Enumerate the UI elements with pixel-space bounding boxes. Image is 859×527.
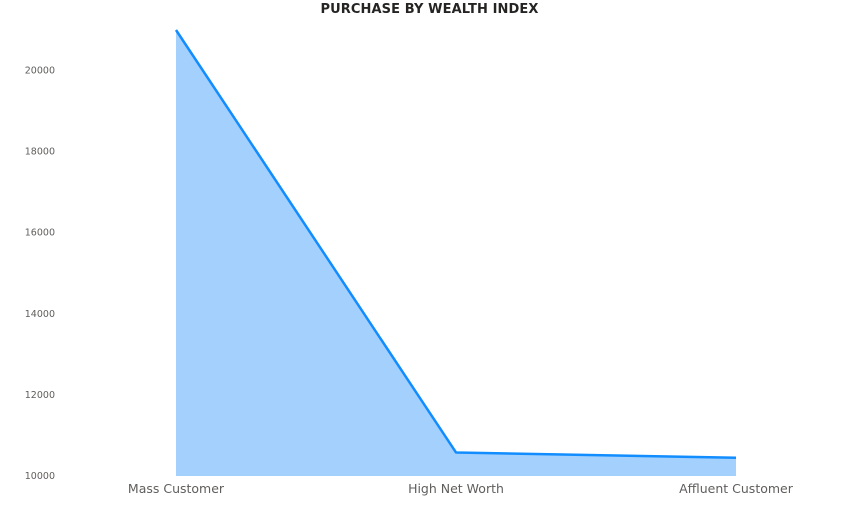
x-axis: Mass Customer High Net Worth Affluent Cust… <box>128 481 794 496</box>
y-tick-label: 16000 <box>25 228 55 239</box>
series-area <box>176 30 736 476</box>
data-point-high-net-worth[interactable] <box>452 448 460 456</box>
y-tick-label: 18000 <box>25 147 55 158</box>
data-point-mass-customer[interactable] <box>172 26 180 34</box>
y-tick-label: 12000 <box>25 390 55 401</box>
x-tick-label: High Net Worth <box>408 481 504 496</box>
y-tick-label: 20000 <box>25 66 55 77</box>
data-point-affluent-customer[interactable] <box>732 454 740 462</box>
x-tick-label: Mass Customer <box>128 481 225 496</box>
x-tick-label: Affluent Customer <box>679 481 794 496</box>
y-tick-label: 10000 <box>25 471 55 482</box>
series-line <box>174 29 737 460</box>
plot-area <box>172 26 740 476</box>
y-tick-label: 14000 <box>25 309 55 320</box>
chart-title: PURCHASE BY WEALTH INDEX <box>320 2 539 17</box>
y-axis: 10000 12000 14000 16000 18000 20000 <box>25 66 55 482</box>
